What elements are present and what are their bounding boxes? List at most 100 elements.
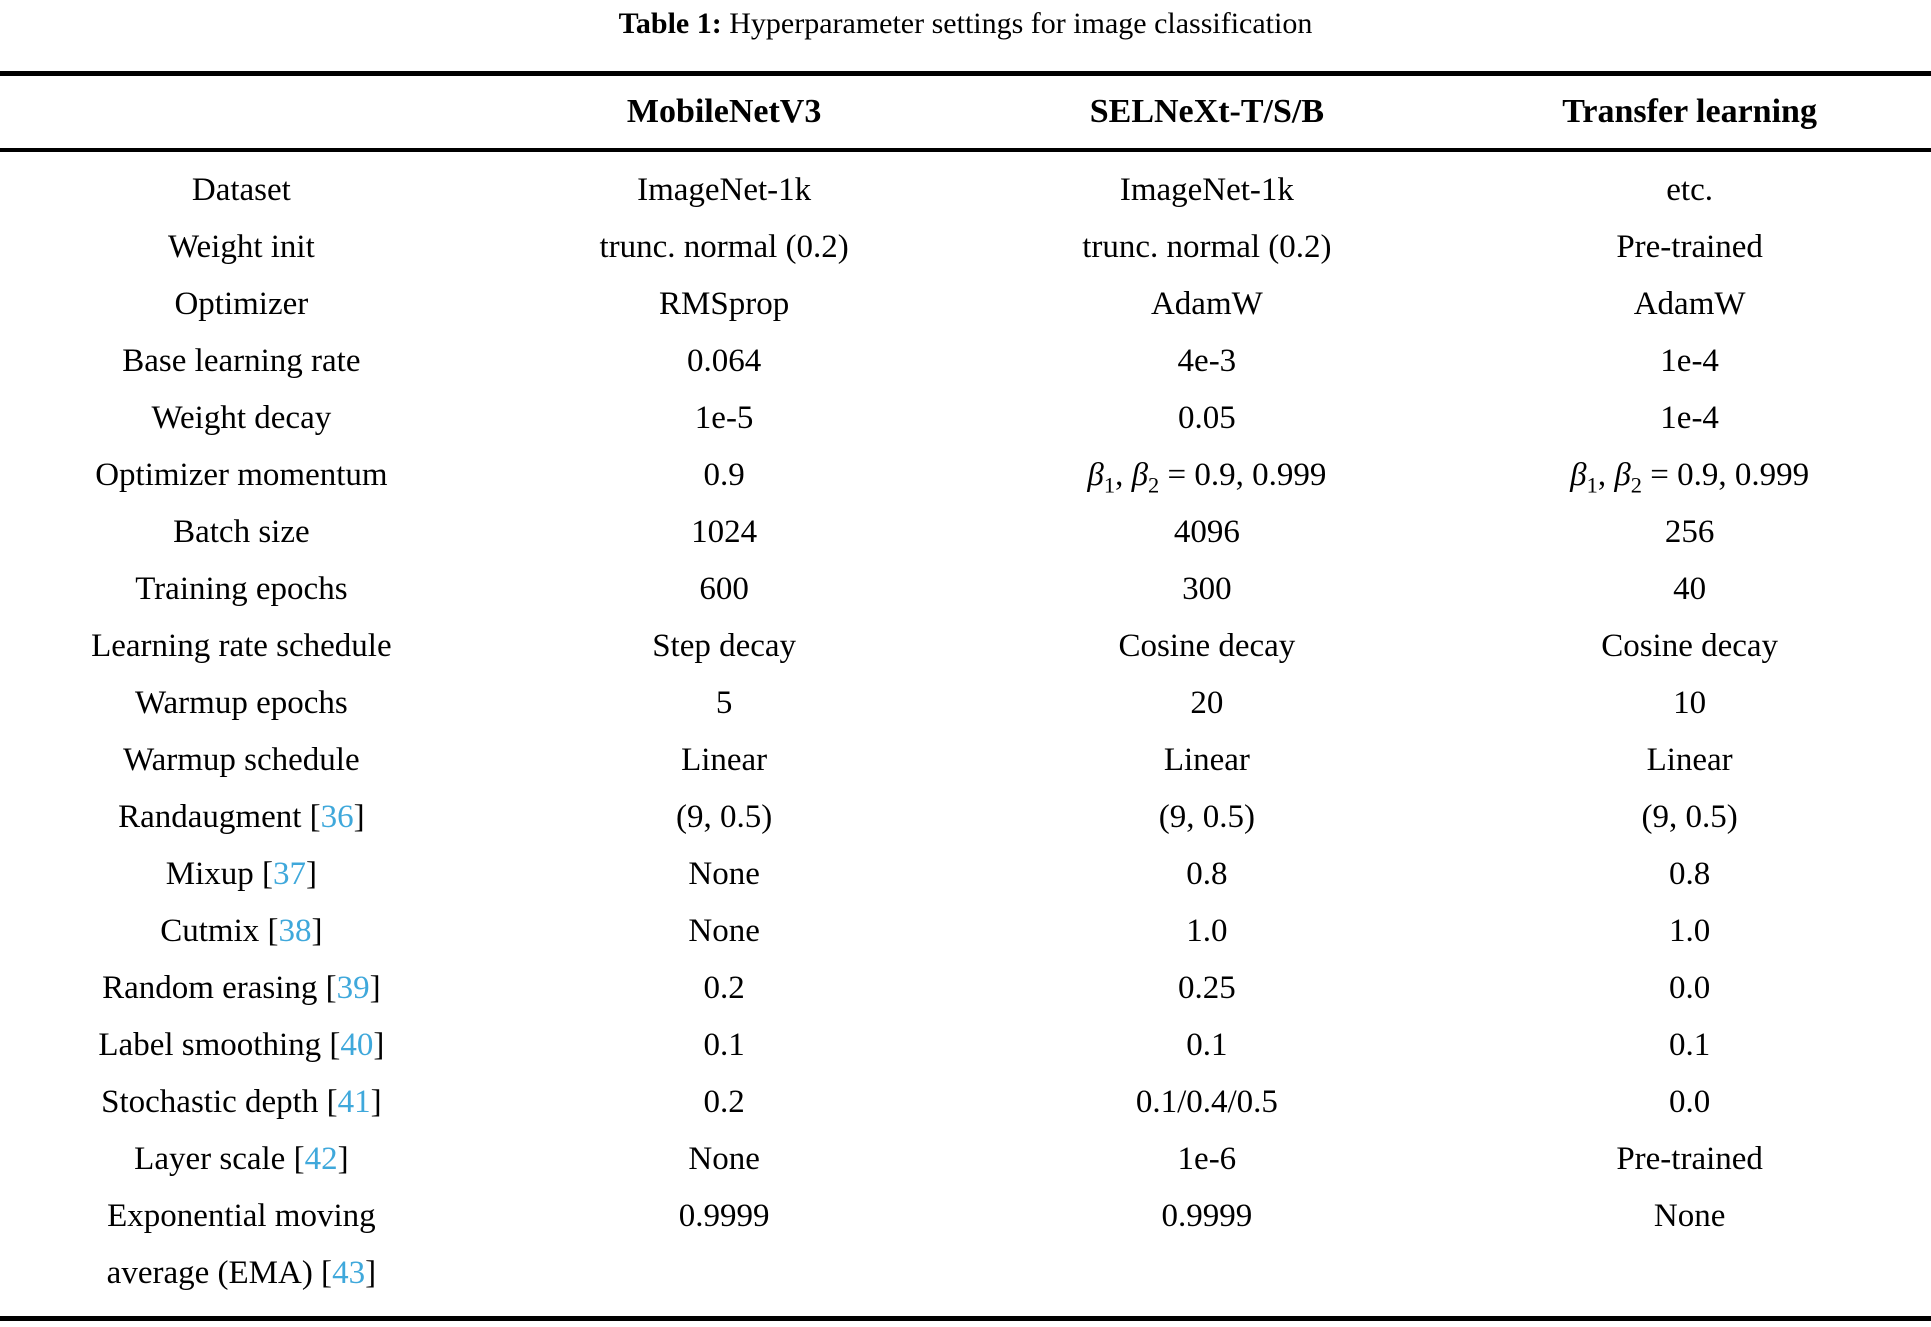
cell-value: 10: [1673, 685, 1707, 721]
cell-value: 0.25: [1178, 970, 1236, 1006]
cell-value: Linear: [1163, 742, 1250, 778]
citation-link[interactable]: 43: [332, 1255, 366, 1291]
cell-value: RMSprop: [659, 286, 790, 322]
cell-value: 0.9999: [1161, 1198, 1253, 1234]
column-header-empty: [0, 73, 483, 152]
table-row: Stochastic depth [41] 0.2 0.1/0.4/0.5 0.0: [0, 1074, 1931, 1131]
cell-value: 0.8: [1186, 856, 1228, 892]
citation-link[interactable]: 36: [320, 799, 354, 835]
table-row: Optimizer RMSprop AdamW AdamW: [0, 276, 1931, 333]
cell-value: None: [688, 913, 760, 949]
cell-value: 1e-6: [1177, 1141, 1237, 1177]
cell-value: 0.1: [703, 1027, 745, 1063]
row-label: Layer scale [42]: [134, 1141, 349, 1177]
row-label: Stochastic depth [41]: [101, 1084, 382, 1120]
table-caption: Table 1: Hyperparameter settings for ima…: [0, 0, 1931, 44]
row-label: Exponential moving average (EMA) [43]: [106, 1198, 377, 1291]
table-row: Cutmix [38] None 1.0 1.0: [0, 903, 1931, 960]
row-label: Optimizer: [174, 286, 309, 322]
row-label: Optimizer momentum: [95, 457, 388, 493]
table-row: Mixup [37] None 0.8 0.8: [0, 846, 1931, 903]
cell-value: 0.0: [1669, 1084, 1711, 1120]
cell-value: 0.064: [687, 343, 762, 379]
cell-value: trunc. normal (0.2): [599, 229, 849, 265]
cell-value: 0.8: [1669, 856, 1711, 892]
table-caption-text: Hyperparameter settings for image classi…: [721, 7, 1313, 40]
cell-value: 4e-3: [1177, 343, 1237, 379]
table-row: Batch size 1024 4096 256: [0, 504, 1931, 561]
table-row: Randaugment [36] (9, 0.5) (9, 0.5) (9, 0.5): [0, 789, 1931, 846]
citation-link[interactable]: 41: [337, 1084, 371, 1120]
table-row: Label smoothing [40] 0.1 0.1 0.1: [0, 1017, 1931, 1074]
row-label: Label smoothing [40]: [98, 1027, 385, 1063]
cell-value: ImageNet-1k: [1119, 172, 1294, 208]
citation-link[interactable]: 42: [304, 1141, 338, 1177]
table-row: Random erasing [39] 0.2 0.25 0.0: [0, 960, 1931, 1017]
cell-value: 0.2: [703, 970, 745, 1006]
cell-value: 0.2: [703, 1084, 745, 1120]
cell-value: (9, 0.5): [1158, 799, 1255, 835]
cell-value: None: [688, 856, 760, 892]
citation-link[interactable]: 39: [336, 970, 370, 1006]
cell-value: 300: [1182, 571, 1232, 607]
column-header-selnext: SELNeXt-T/S/B: [965, 73, 1449, 152]
table-row: Training epochs 600 300 40: [0, 561, 1931, 618]
cell-value: Pre-trained: [1616, 229, 1763, 265]
row-label: Base learning rate: [122, 343, 361, 379]
table-body: Dataset ImageNet-1k ImageNet-1k etc. Weight …: [0, 150, 1931, 1319]
table-caption-label: Table 1:: [618, 7, 722, 40]
cell-value: None: [688, 1141, 760, 1177]
table-row: Optimizer momentum 0.9 β1, β2 = 0.9, 0.999…: [0, 447, 1931, 504]
cell-value: Pre-trained: [1616, 1141, 1763, 1177]
table-row: Warmup epochs 5 20 10: [0, 675, 1931, 732]
row-label: Cutmix [38]: [160, 913, 323, 949]
row-label: Training epochs: [135, 571, 348, 607]
table-row: Learning rate schedule Step decay Cosine d…: [0, 618, 1931, 675]
table-row: Weight decay 1e-5 0.05 1e-4: [0, 390, 1931, 447]
cell-value: 4096: [1173, 514, 1240, 550]
column-header-mobilenetv3: MobileNetV3: [482, 73, 966, 152]
table-row: Weight init trunc. normal (0.2) trunc. nor…: [0, 219, 1931, 276]
row-label: Randaugment [36]: [118, 799, 365, 835]
cell-value: 0.05: [1178, 400, 1236, 436]
cell-value: etc.: [1666, 172, 1713, 208]
row-label: Random erasing [39]: [102, 970, 381, 1006]
table-row: Dataset ImageNet-1k ImageNet-1k etc.: [0, 150, 1931, 219]
row-label: Dataset: [191, 172, 291, 208]
citation-link[interactable]: 40: [340, 1027, 374, 1063]
cell-value: None: [1653, 1198, 1726, 1234]
cell-value: 256: [1664, 514, 1715, 550]
hyperparameter-table: MobileNetV3 SELNeXt-T/S/B Transfer learn…: [0, 71, 1931, 1321]
cell-value: trunc. normal (0.2): [1082, 229, 1332, 265]
row-label: Batch size: [173, 514, 310, 550]
cell-value: ImageNet-1k: [637, 172, 812, 208]
cell-value: 20: [1190, 685, 1224, 721]
cell-value: Cosine decay: [1601, 628, 1779, 664]
row-label: Weight init: [168, 229, 315, 265]
row-label: Weight decay: [151, 400, 332, 436]
cell-value: 40: [1673, 571, 1707, 607]
row-label: Warmup epochs: [135, 685, 348, 721]
cell-value: 0.0: [1669, 970, 1711, 1006]
cell-value: 0.9999: [678, 1198, 770, 1234]
cell-value: 5: [715, 685, 733, 721]
cell-value: 0.1/0.4/0.5: [1135, 1084, 1278, 1120]
cell-value: (9, 0.5): [676, 799, 773, 835]
table-row: Exponential moving average (EMA) [43] 0.99…: [0, 1188, 1931, 1319]
table-row: Layer scale [42] None 1e-6 Pre-trained: [0, 1131, 1931, 1188]
cell-value: 1.0: [1669, 913, 1711, 949]
cell-value: AdamW: [1150, 286, 1263, 322]
cell-value: 0.1: [1669, 1027, 1711, 1063]
cell-value: AdamW: [1633, 286, 1746, 322]
citation-link[interactable]: 38: [278, 913, 312, 949]
citation-link[interactable]: 37: [273, 856, 306, 892]
cell-value: Linear: [1646, 742, 1733, 778]
table-row: Warmup schedule Linear Linear Linear: [0, 732, 1931, 789]
row-label: Warmup schedule: [123, 742, 360, 778]
cell-value: 600: [699, 571, 749, 607]
cell-value: Step decay: [652, 628, 797, 664]
cell-value: Cosine decay: [1118, 628, 1296, 664]
cell-value: 0.1: [1186, 1027, 1228, 1063]
table-row: Base learning rate 0.064 4e-3 1e-4: [0, 333, 1931, 390]
